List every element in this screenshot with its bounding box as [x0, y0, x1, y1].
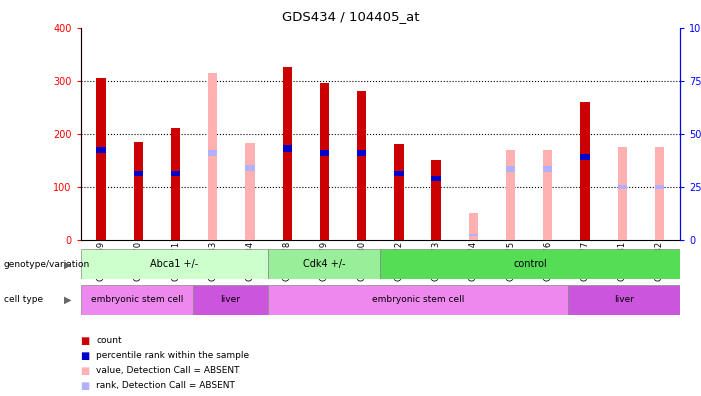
Bar	[381, 249, 680, 279]
Text: percentile rank within the sample: percentile rank within the sample	[96, 351, 249, 360]
Bar	[432, 176, 441, 181]
Text: cell type: cell type	[4, 295, 43, 305]
Bar	[320, 83, 329, 240]
Text: Abca1 +/-: Abca1 +/-	[150, 259, 198, 269]
Bar	[171, 128, 180, 240]
Bar	[283, 67, 292, 240]
Bar	[469, 234, 478, 236]
Text: GDS434 / 104405_at: GDS434 / 104405_at	[282, 10, 419, 23]
Bar	[580, 102, 590, 240]
Bar	[357, 91, 367, 240]
Bar	[618, 147, 627, 240]
Text: ▶: ▶	[64, 295, 72, 305]
Text: embryonic stem cell: embryonic stem cell	[90, 295, 183, 305]
Bar	[506, 166, 515, 172]
Bar	[245, 166, 254, 171]
Bar	[394, 144, 404, 240]
Text: value, Detection Call = ABSENT: value, Detection Call = ABSENT	[96, 366, 240, 375]
Bar	[357, 150, 367, 156]
Text: embryonic stem cell: embryonic stem cell	[372, 295, 464, 305]
Bar	[618, 185, 627, 189]
Text: ■: ■	[81, 381, 90, 391]
Text: control: control	[513, 259, 547, 269]
Text: liver: liver	[220, 295, 240, 305]
Bar	[208, 73, 217, 240]
Bar	[193, 285, 268, 315]
Text: ■: ■	[81, 366, 90, 376]
Text: rank, Detection Call = ABSENT: rank, Detection Call = ABSENT	[96, 381, 235, 390]
Bar	[268, 249, 381, 279]
Bar	[469, 213, 478, 240]
Bar	[655, 147, 664, 240]
Text: liver: liver	[614, 295, 634, 305]
Text: count: count	[96, 336, 122, 345]
Bar	[394, 171, 404, 176]
Bar	[580, 154, 590, 160]
Bar	[568, 285, 680, 315]
Text: ■: ■	[81, 350, 90, 361]
Text: genotype/variation: genotype/variation	[4, 260, 90, 269]
Bar	[97, 147, 106, 153]
Bar	[134, 171, 143, 176]
Bar	[268, 285, 568, 315]
Bar	[283, 145, 292, 152]
Bar	[245, 143, 254, 240]
Bar	[320, 150, 329, 156]
Bar	[543, 150, 552, 240]
Bar	[81, 285, 193, 315]
Bar	[655, 185, 664, 189]
Text: ■: ■	[81, 335, 90, 346]
Bar	[171, 171, 180, 176]
Bar	[543, 166, 552, 172]
Bar	[506, 150, 515, 240]
Bar	[208, 150, 217, 156]
Bar	[432, 160, 441, 240]
Bar	[81, 249, 268, 279]
Text: Cdk4 +/-: Cdk4 +/-	[303, 259, 346, 269]
Bar	[97, 78, 106, 240]
Bar	[134, 142, 143, 240]
Text: ▶: ▶	[64, 259, 72, 269]
